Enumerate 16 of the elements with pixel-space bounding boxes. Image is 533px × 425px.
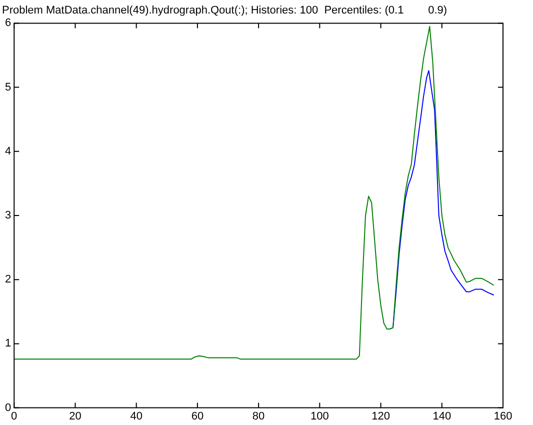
x-tick-label: 160 xyxy=(494,410,512,422)
y-tick-label: 4 xyxy=(4,145,12,158)
y-tick-label: 6 xyxy=(4,17,12,30)
x-tick-label: 40 xyxy=(130,410,142,422)
chart-title: Problem MatData.channel(49).hydrograph.Qout(:); Histories: 100 Percentiles: (0.1 0.9) xyxy=(2,4,448,17)
x-tick-label: 60 xyxy=(191,410,204,422)
y-tick-label: 1 xyxy=(4,338,12,350)
x-tick-label: 100 xyxy=(310,410,329,422)
y-tick-label: 0 xyxy=(4,402,12,414)
x-tick-label: 120 xyxy=(372,410,390,422)
y-tick-label: 3 xyxy=(4,210,12,222)
y-tick-label: 5 xyxy=(4,81,12,94)
x-tick-label: 80 xyxy=(252,410,265,422)
y-tick-label: 2 xyxy=(4,274,12,286)
x-tick-label: 140 xyxy=(432,410,452,422)
x-tick-label: 20 xyxy=(69,410,82,422)
